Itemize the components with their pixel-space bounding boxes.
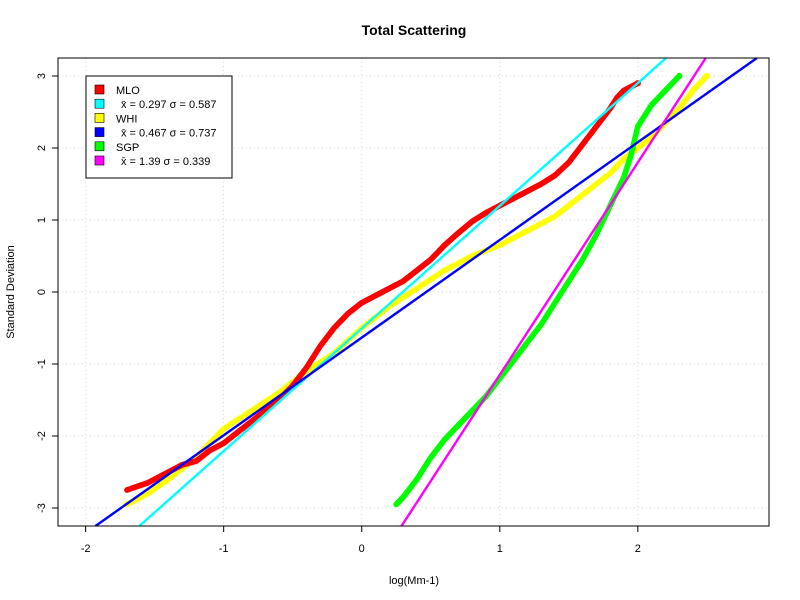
x-tick-label: -1 — [219, 543, 229, 555]
legend-swatch — [94, 141, 105, 152]
legend-swatch — [94, 155, 105, 166]
x-tick-label: 2 — [635, 543, 641, 555]
legend-swatch — [94, 127, 105, 137]
y-tick-label: -1 — [36, 359, 48, 369]
fit-lines — [94, 58, 758, 526]
y-tick-label: -2 — [36, 431, 48, 441]
fit-line — [138, 58, 667, 526]
fit-line — [400, 58, 707, 526]
y-axis-label: Standard Deviation — [5, 245, 17, 339]
point-whi — [703, 72, 710, 80]
x-tick-label: 0 — [359, 543, 365, 555]
legend-label: MLO — [116, 85, 140, 97]
y-tick-label: 1 — [36, 217, 48, 223]
x-tick-label: -2 — [81, 543, 91, 555]
x-axis-label: log(Mm-1) — [389, 575, 439, 587]
x-tick-label: 1 — [497, 543, 503, 555]
legend-label: x̄ = 0.467 σ = 0.737 — [121, 128, 216, 140]
legend-swatch — [94, 113, 105, 123]
y-tick-label: 0 — [36, 289, 48, 295]
x-axis-ticks: -2 -1 0 1 2 — [81, 526, 641, 555]
y-tick-label: 2 — [36, 145, 48, 151]
fit-line — [94, 58, 758, 526]
y-axis-ticks: -3 -2 -1 0 1 2 3 — [36, 73, 58, 513]
grid-lines — [58, 58, 769, 526]
legend-box — [85, 75, 233, 179]
point-sgp — [676, 72, 683, 80]
legend-label: x̄ = 0.297 σ = 0.587 — [121, 99, 216, 111]
chart-title: Total Scattering — [362, 22, 467, 38]
legend-label: WHI — [116, 113, 137, 125]
legend-label: x̄ = 1.39 σ = 0.339 — [121, 156, 210, 168]
legend-label: SGP — [116, 142, 139, 154]
legend-swatch — [94, 84, 105, 95]
legend: MLO x̄ = 0.297 σ = 0.587 WHI x̄ = 0.467 σ =… — [85, 75, 233, 179]
y-tick-label: 3 — [36, 73, 48, 79]
legend-swatch — [94, 98, 105, 109]
y-tick-label: -3 — [36, 503, 48, 513]
